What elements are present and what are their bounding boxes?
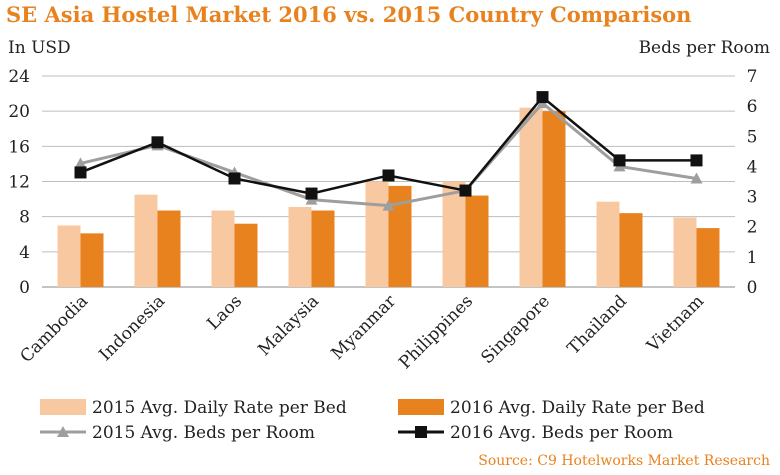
left-tick-label: 24 — [8, 67, 30, 87]
bar-2015 — [57, 225, 81, 287]
bar-2016 — [388, 185, 412, 287]
marker-2016 — [228, 172, 241, 185]
right-tick-label: 2 — [747, 218, 758, 238]
marker-2016 — [151, 136, 164, 149]
x-tick-label: Thailand — [564, 291, 631, 358]
x-tick-label: Philippines — [395, 291, 477, 373]
left-tick-label: 20 — [8, 102, 30, 122]
legend-swatch — [40, 399, 86, 415]
marker-2016 — [613, 154, 626, 167]
bar-2015 — [519, 107, 543, 288]
legend-label: 2016 Avg. Beds per Room — [450, 423, 673, 443]
x-tick-label: Cambodia — [16, 291, 92, 367]
legend-label: 2015 Avg. Beds per Room — [92, 423, 315, 443]
bar-2015 — [442, 181, 466, 287]
bar-2016 — [542, 111, 566, 288]
marker-2016 — [459, 184, 472, 197]
left-tick-label: 16 — [8, 137, 30, 157]
x-tick-label: Vietnam — [643, 291, 708, 356]
left-tick-label: 0 — [19, 278, 30, 298]
bar-2015 — [288, 206, 312, 287]
bar-2016 — [80, 233, 104, 287]
right-tick-label: 6 — [747, 97, 758, 117]
bar-2016 — [465, 195, 489, 287]
legend-marker — [415, 426, 427, 438]
bar-2016 — [619, 213, 643, 287]
bar-2016 — [234, 223, 258, 287]
source-note: Source: C9 Hotelworks Market Research — [478, 453, 770, 469]
left-tick-label: 4 — [19, 243, 30, 263]
marker-2016 — [690, 154, 703, 167]
bar-2016 — [696, 228, 720, 287]
legend-label: 2016 Avg. Daily Rate per Bed — [450, 398, 705, 418]
right-tick-label: 7 — [747, 67, 758, 87]
right-tick-label: 3 — [747, 188, 758, 208]
right-tick-label: 1 — [747, 248, 758, 268]
x-tick-label: Indonesia — [95, 291, 169, 365]
left-axis-title: In USD — [8, 38, 71, 58]
x-tick-label: Laos — [203, 291, 246, 334]
marker-2016 — [382, 169, 395, 182]
marker-2015 — [74, 157, 87, 169]
right-tick-label: 0 — [747, 278, 758, 298]
legend-swatch — [398, 399, 444, 415]
bar-2015 — [134, 194, 158, 287]
bar-2015 — [211, 210, 235, 287]
left-tick-label: 8 — [19, 208, 30, 228]
marker-2015 — [382, 199, 395, 211]
marker-2016 — [305, 187, 318, 200]
x-tick-label: Myanmar — [328, 291, 401, 364]
left-tick-label: 12 — [8, 173, 30, 193]
legend-marker — [57, 426, 69, 437]
chart-title: SE Asia Hostel Market 2016 vs. 2015 Coun… — [6, 2, 692, 27]
legend-label: 2015 Avg. Daily Rate per Bed — [92, 398, 347, 418]
bar-2015 — [365, 181, 389, 287]
bar-2016 — [157, 210, 181, 287]
x-tick-label: Singapore — [477, 291, 554, 368]
bar-2015 — [596, 201, 620, 287]
x-tick-label: Malaysia — [254, 291, 323, 360]
right-tick-label: 4 — [747, 157, 758, 177]
right-tick-label: 5 — [747, 127, 758, 147]
bar-2016 — [311, 210, 335, 287]
marker-2016 — [74, 166, 87, 179]
bar-2015 — [673, 217, 697, 287]
marker-2016 — [536, 91, 549, 104]
marker-2015 — [690, 172, 703, 184]
right-axis-title: Beds per Room — [638, 38, 770, 58]
